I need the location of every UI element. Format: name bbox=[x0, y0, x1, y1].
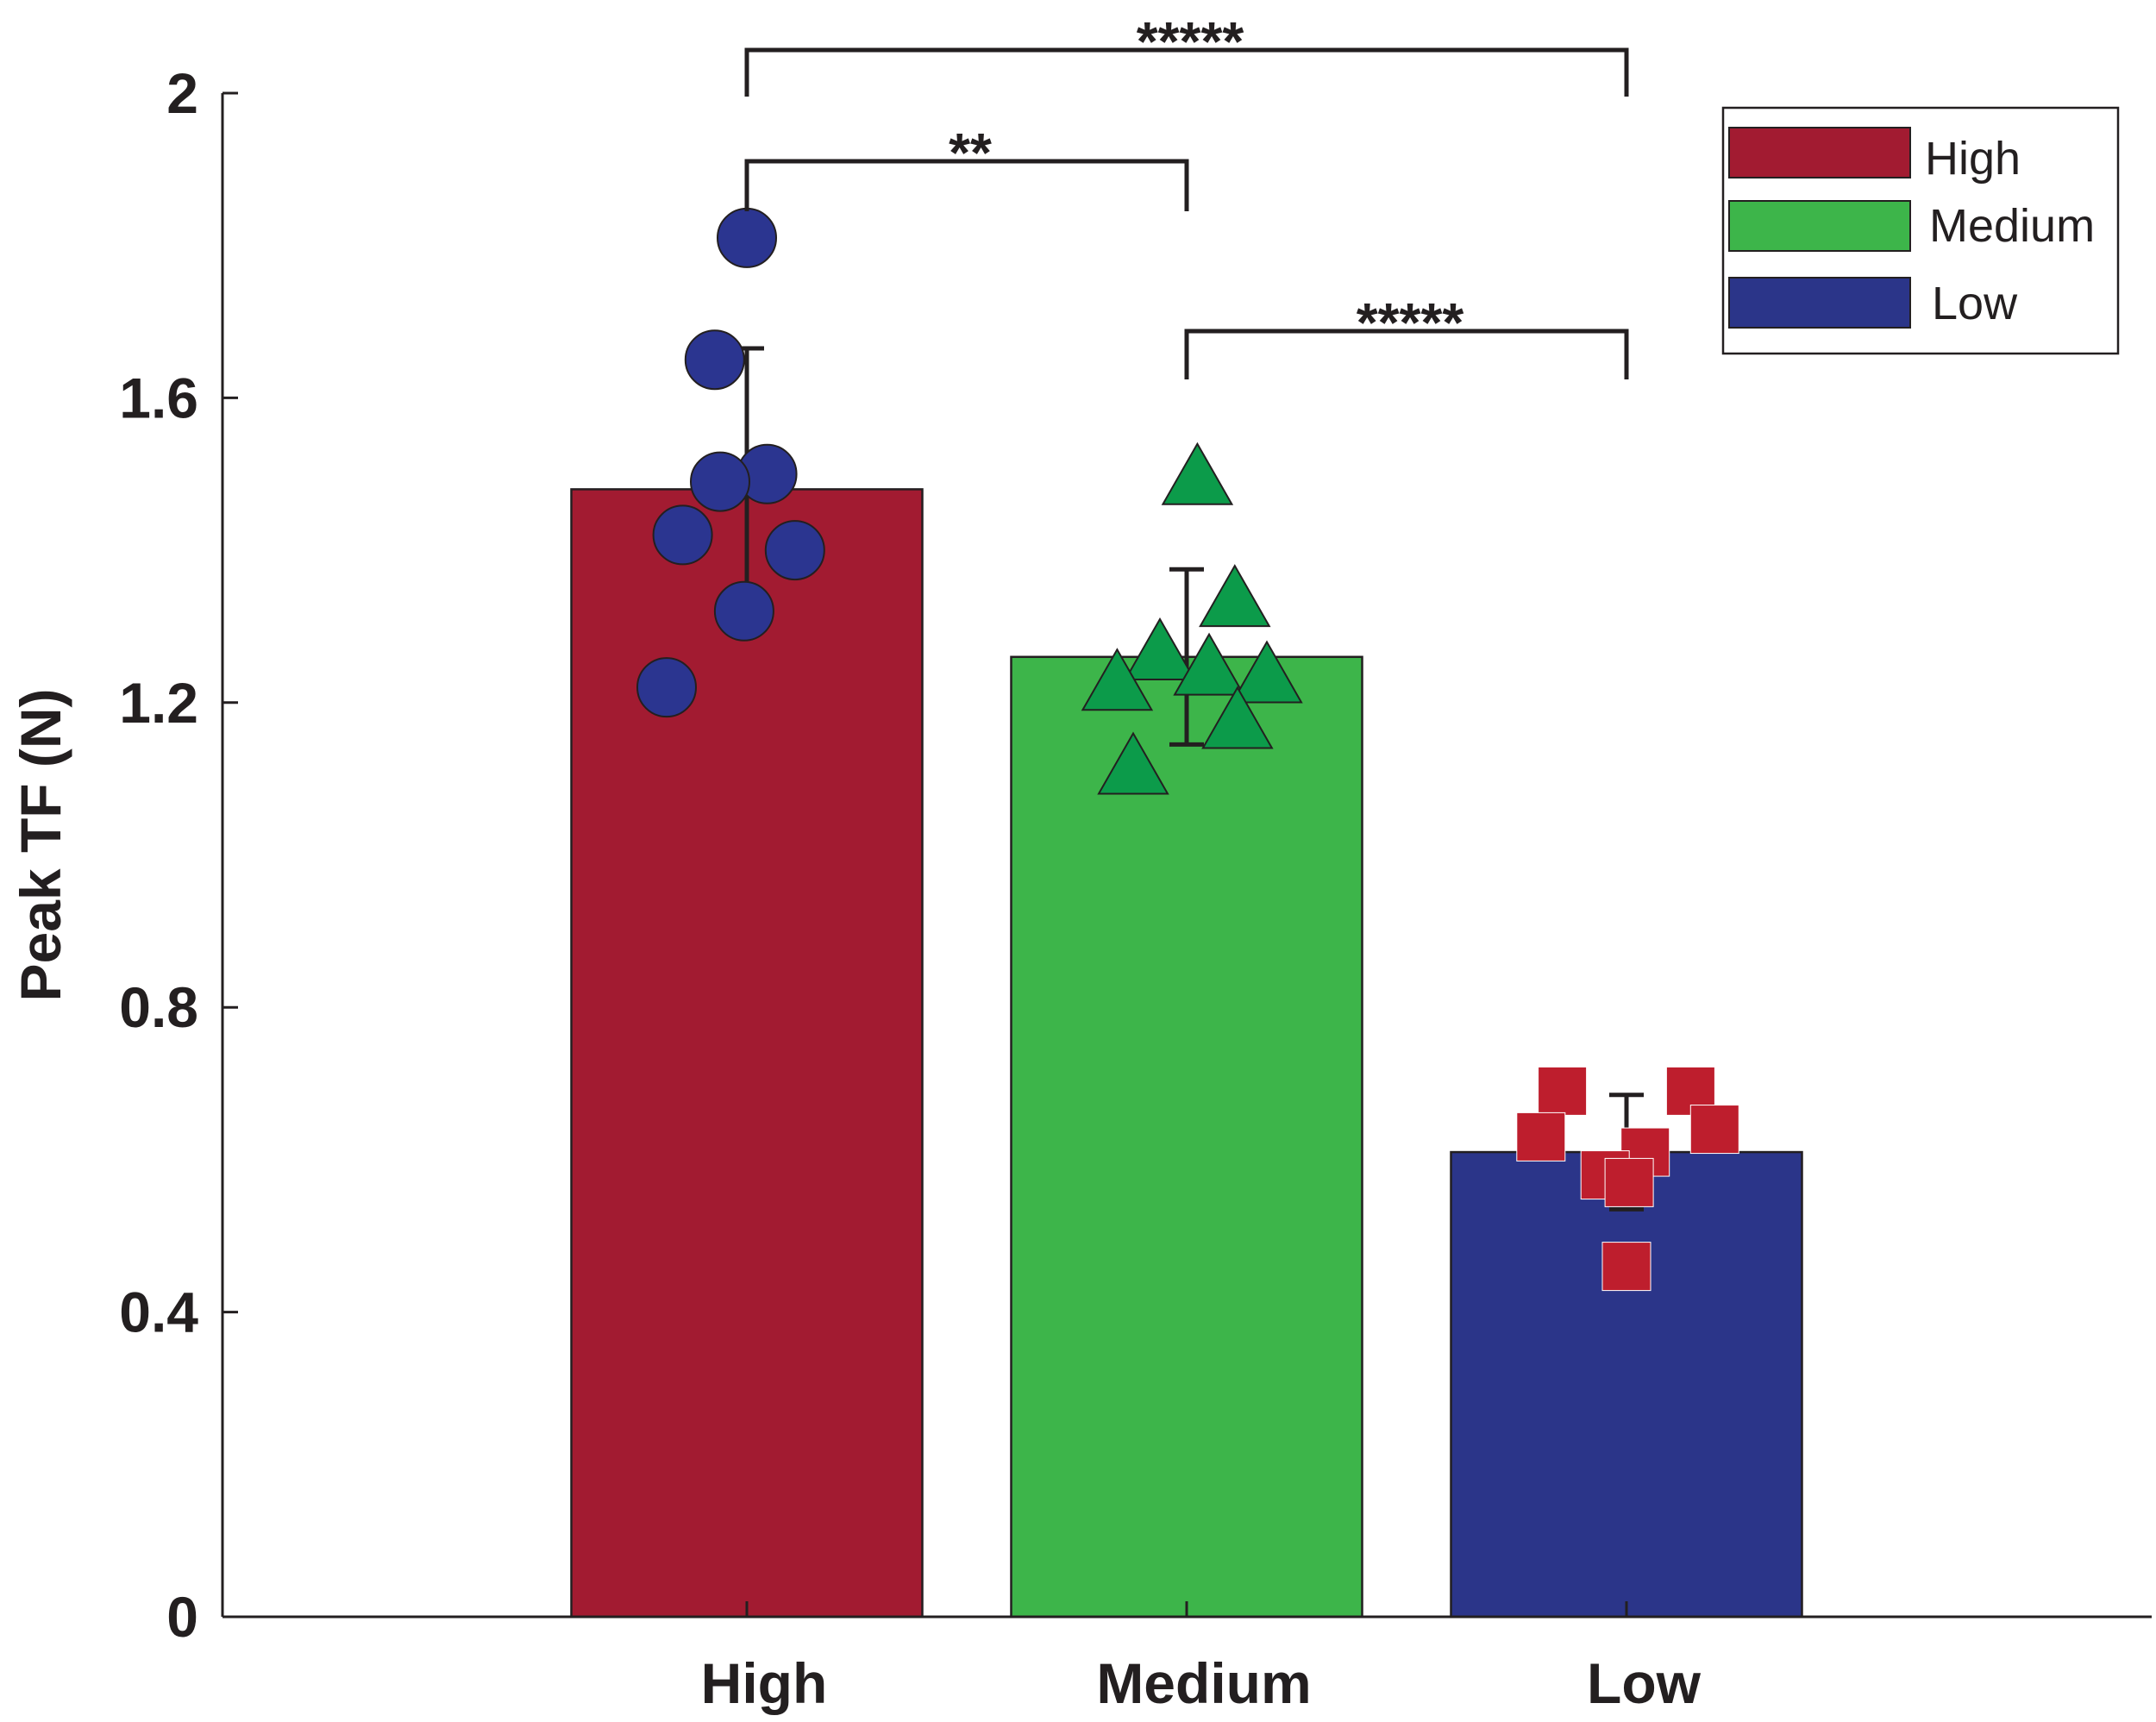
data-point-medium bbox=[1199, 564, 1271, 628]
x-tick-label-medium: Medium bbox=[1096, 1651, 1311, 1715]
data-point-low bbox=[1689, 1105, 1739, 1155]
bar-medium bbox=[1010, 655, 1363, 1619]
y-tick-label: 2 bbox=[166, 61, 198, 125]
legend-swatch-high bbox=[1728, 127, 1911, 178]
bracket-line bbox=[1184, 329, 1629, 379]
legend-label-high: High bbox=[1925, 133, 2021, 185]
y-tick-label: 0.8 bbox=[119, 975, 198, 1039]
significance-bracket-medium-low: ***** bbox=[1184, 291, 1629, 379]
legend: High Medium Low bbox=[1721, 106, 2120, 355]
bracket-line bbox=[744, 47, 1629, 97]
significance-label: ***** bbox=[1137, 10, 1244, 72]
data-point-high bbox=[717, 207, 777, 268]
data-point-high bbox=[713, 580, 774, 642]
x-tick-label-low: Low bbox=[1587, 1651, 1702, 1715]
significance-bracket-high-medium: ** bbox=[744, 122, 1189, 211]
legend-swatch-medium bbox=[1728, 200, 1911, 252]
data-point-low bbox=[1601, 1242, 1651, 1292]
data-point-medium bbox=[1097, 731, 1169, 795]
points-layer bbox=[636, 207, 1739, 1292]
x-tick-label-high: High bbox=[701, 1651, 828, 1715]
significance-label: ***** bbox=[1357, 291, 1464, 354]
data-point-medium bbox=[1161, 441, 1234, 505]
data-point-high bbox=[652, 504, 713, 566]
data-point-high bbox=[690, 451, 750, 512]
significance-label: ** bbox=[949, 122, 992, 184]
bar-high bbox=[570, 488, 924, 1619]
data-point-medium bbox=[1201, 686, 1274, 749]
significance-layer: ************ bbox=[744, 10, 1629, 379]
data-point-medium bbox=[1081, 648, 1154, 711]
legend-label-low: Low bbox=[1932, 278, 2018, 329]
y-tick-label: 0 bbox=[166, 1585, 198, 1649]
data-point-medium bbox=[1124, 617, 1196, 680]
data-point-high bbox=[764, 520, 825, 581]
bar-low bbox=[1450, 1150, 1803, 1619]
data-point-low bbox=[1538, 1066, 1588, 1116]
data-point-medium bbox=[1173, 632, 1245, 696]
legend-label-medium: Medium bbox=[1929, 200, 2095, 252]
data-point-high bbox=[636, 657, 697, 718]
y-tick-label: 1.2 bbox=[119, 671, 198, 735]
data-point-low bbox=[1516, 1111, 1566, 1162]
axes-layer: 0 0.4 0.8 1.2 1.6 2 High Medium Low bbox=[119, 61, 2152, 1715]
y-tick-label: 0.4 bbox=[119, 1281, 198, 1344]
bracket-line bbox=[744, 159, 1189, 211]
legend-swatch-low bbox=[1728, 277, 1911, 329]
y-tick-label: 1.6 bbox=[119, 366, 198, 429]
y-axis-title: Peak TF (N) bbox=[9, 688, 72, 1001]
data-point-medium bbox=[1231, 640, 1303, 704]
error-bar-medium bbox=[1169, 567, 1204, 747]
data-point-low bbox=[1604, 1157, 1654, 1207]
data-point-high bbox=[684, 329, 745, 391]
significance-bracket-high-low: ***** bbox=[744, 10, 1629, 97]
